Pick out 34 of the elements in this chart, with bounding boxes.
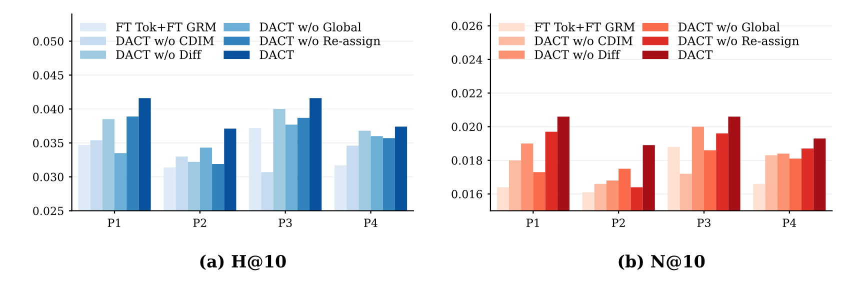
legend-label: DACT xyxy=(678,50,713,60)
x-tick-label: P2 xyxy=(193,218,206,227)
y-tick-label: 0.018 xyxy=(452,156,482,165)
y-tick-label: 0.024 xyxy=(452,55,482,64)
y-tick-label: 0.045 xyxy=(33,71,64,80)
legend-label: DACT w/o Re-assign xyxy=(678,36,800,48)
x-tick-label: P1 xyxy=(526,218,539,227)
x-tick-label: P1 xyxy=(108,218,120,227)
y-tick-label: 0.016 xyxy=(452,190,482,198)
legend-label: FT Tok+FT GRM xyxy=(116,22,216,32)
text: (b) N@10 xyxy=(618,254,705,270)
y-tick-label: 0.040 xyxy=(33,104,64,114)
y-tick-label: 0.030 xyxy=(33,172,64,182)
legend-label: DACT w/o Re-assign xyxy=(260,36,380,48)
legend-label: DACT w/o Global xyxy=(678,22,780,32)
x-tick-label: P4 xyxy=(782,218,796,227)
y-tick-label: 0.026 xyxy=(452,22,482,30)
legend-label: DACT w/o Global xyxy=(260,22,362,32)
y-tick-label: 0.020 xyxy=(452,122,482,132)
text: (a) H@10 xyxy=(200,254,286,270)
y-tick-label: 0.050 xyxy=(33,37,64,46)
legend-label: DACT w/o CDIM xyxy=(116,36,214,46)
legend-label: DACT w/o Diff xyxy=(116,50,202,60)
legend-label: DACT w/o Diff xyxy=(534,50,620,60)
x-tick-label: P2 xyxy=(612,218,625,227)
x-tick-label: P4 xyxy=(364,218,378,227)
x-tick-label: P3 xyxy=(278,218,292,227)
legend-label: DACT xyxy=(260,50,294,60)
y-tick-label: 0.035 xyxy=(33,138,64,148)
y-tick-label: 0.022 xyxy=(452,89,482,98)
legend-label: DACT w/o CDIM xyxy=(534,36,632,46)
y-tick-label: 0.025 xyxy=(33,206,64,216)
x-tick-label: P3 xyxy=(697,218,710,227)
legend-label: FT Tok+FT GRM xyxy=(534,22,635,32)
